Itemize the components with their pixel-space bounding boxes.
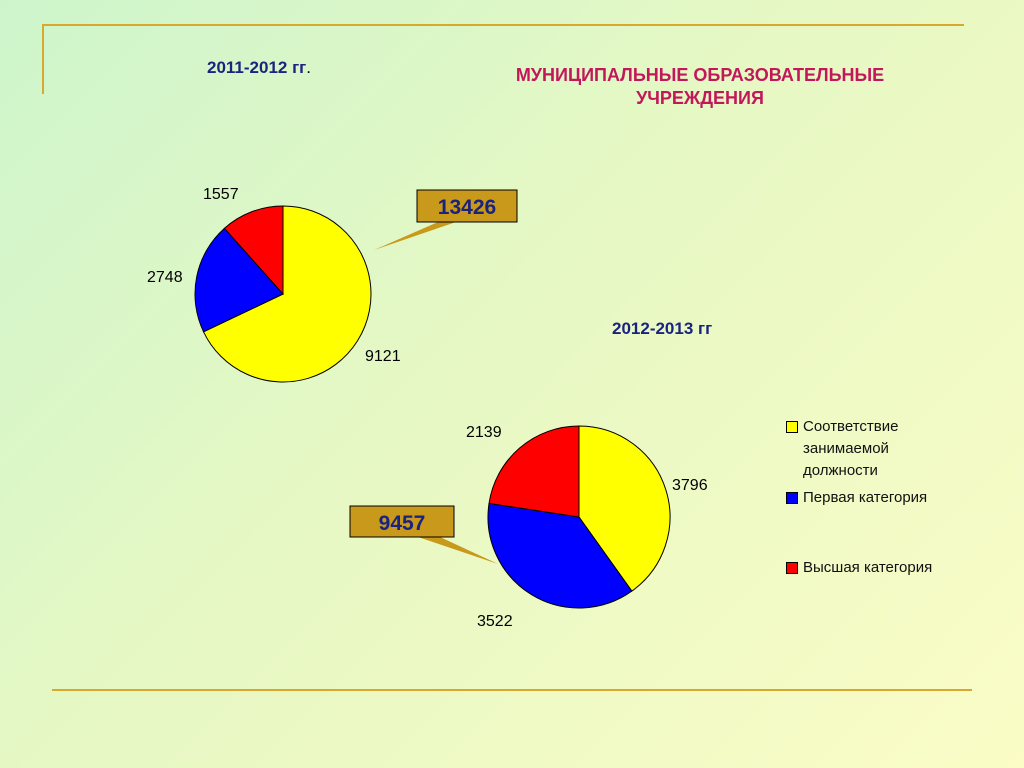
legend-swatch-blue [786, 492, 798, 504]
data-label-position-match: 3796 [672, 477, 708, 494]
pie-slice-highest-category [488, 425, 580, 518]
legend-swatch-yellow [786, 421, 798, 433]
pie-slice-position-match [578, 425, 671, 592]
main-title-line-2: УЧРЕЖДЕНИЯ [636, 88, 764, 108]
pie-slice-first-category [194, 227, 284, 333]
pie-chart-2012-2013: 3796 3522 2139 [466, 424, 708, 630]
legend-label-line: Первая категория [803, 489, 928, 506]
pie-chart-2011-2012: 9121 2748 1557 [147, 186, 401, 383]
callout-total-2012-2013-pointer [418, 537, 498, 564]
main-title: МУНИЦИПАЛЬНЫЕ ОБРАЗОВАТЕЛЬНЫЕ УЧРЕЖДЕНИЯ [440, 64, 960, 110]
legend-label-line: занимаемой [803, 440, 889, 457]
callout-total-2011-2012-pointer [374, 222, 456, 250]
data-label-first-category: 3522 [477, 613, 513, 630]
frame-top-line [42, 24, 964, 26]
legend-label-line: должности [803, 462, 878, 479]
legend-item-position-match: Соответствие занимаемой должности [786, 416, 898, 482]
pie-slice-highest-category [223, 205, 284, 296]
callout-total-2011-2012-text: 13426 [438, 196, 496, 219]
pie-slice-first-category [487, 502, 633, 609]
data-label-highest-category: 1557 [203, 186, 239, 203]
frame-left-line [42, 24, 44, 94]
data-label-first-category: 2748 [147, 269, 183, 286]
callout-total-2011-2012-box [416, 189, 518, 223]
frame-bottom-line [52, 689, 972, 691]
legend-item-first-category: Первая категория [786, 487, 927, 509]
data-label-position-match: 9121 [365, 348, 401, 365]
callout-total-2012-2013-box [349, 505, 455, 538]
pie-slice-position-match [202, 205, 372, 383]
legend-label-line: Высшая категория [803, 559, 933, 576]
callout-total-2012-2013-text: 9457 [379, 512, 426, 535]
legend-item-highest-category: Высшая категория [786, 557, 932, 579]
period-2012-2013-title: 2012-2013 гг [612, 319, 713, 338]
legend-swatch-red [786, 562, 798, 574]
period-2011-2012-title: 2011-2012 гг. [207, 58, 311, 77]
data-label-highest-category: 2139 [466, 424, 502, 441]
legend-label-line: Соответствие [803, 418, 899, 435]
main-title-line-1: МУНИЦИПАЛЬНЫЕ ОБРАЗОВАТЕЛЬНЫЕ [515, 65, 885, 85]
